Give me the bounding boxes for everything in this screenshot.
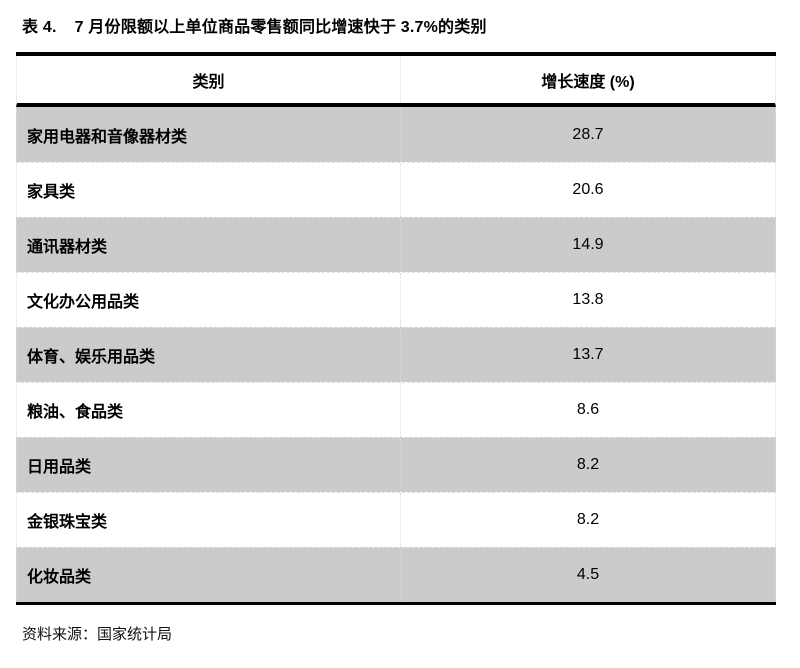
table-body: 家用电器和音像器材类 28.7 家具类 20.6 通讯器材类 14.9 文化办公… (16, 107, 776, 602)
category-cell: 体育、娱乐用品类 (17, 328, 401, 382)
table-header-row: 类别 增长速度 (%) (16, 56, 776, 107)
category-cell: 家用电器和音像器材类 (17, 107, 401, 162)
data-table: 类别 增长速度 (%) 家用电器和音像器材类 28.7 家具类 20.6 通讯器… (16, 52, 776, 605)
table-row: 金银珠宝类 8.2 (16, 492, 776, 547)
table-row: 文化办公用品类 13.8 (16, 272, 776, 327)
table-row: 日用品类 8.2 (16, 437, 776, 492)
category-cell: 通讯器材类 (17, 218, 401, 272)
table-row: 体育、娱乐用品类 13.7 (16, 327, 776, 382)
category-cell: 文化办公用品类 (17, 273, 401, 327)
column-header-growth-rate: 增长速度 (%) (541, 73, 635, 91)
value-cell: 8.2 (576, 511, 600, 528)
value-cell: 14.9 (572, 236, 604, 253)
table-row: 家具类 20.6 (16, 162, 776, 217)
value-cell: 20.6 (572, 181, 604, 198)
table-row: 通讯器材类 14.9 (16, 217, 776, 272)
table-title-text: 7 月份限额以上单位商品零售额同比增速快于 3.7%的类别 (74, 19, 487, 36)
category-cell: 化妆品类 (17, 548, 401, 602)
category-cell: 家具类 (17, 163, 401, 217)
table-row: 化妆品类 4.5 (16, 547, 776, 602)
value-cell: 8.6 (576, 401, 600, 418)
table-number: 表 4. (22, 19, 57, 36)
table-row: 粮油、食品类 8.6 (16, 382, 776, 437)
source-note: 资料来源：国家统计局 (22, 626, 173, 643)
table-row: 家用电器和音像器材类 28.7 (16, 107, 776, 162)
category-cell: 金银珠宝类 (17, 493, 401, 547)
value-cell: 13.8 (572, 291, 604, 308)
value-cell: 8.2 (576, 456, 600, 473)
value-cell: 13.7 (572, 346, 604, 363)
value-cell: 28.7 (572, 125, 604, 143)
table-caption: 表 4. 7 月份限额以上单位商品零售额同比增速快于 3.7%的类别 (0, 0, 800, 52)
value-cell: 4.5 (576, 566, 600, 583)
category-cell: 粮油、食品类 (17, 383, 401, 437)
category-cell: 日用品类 (17, 438, 401, 492)
column-header-category: 类别 (17, 56, 401, 103)
